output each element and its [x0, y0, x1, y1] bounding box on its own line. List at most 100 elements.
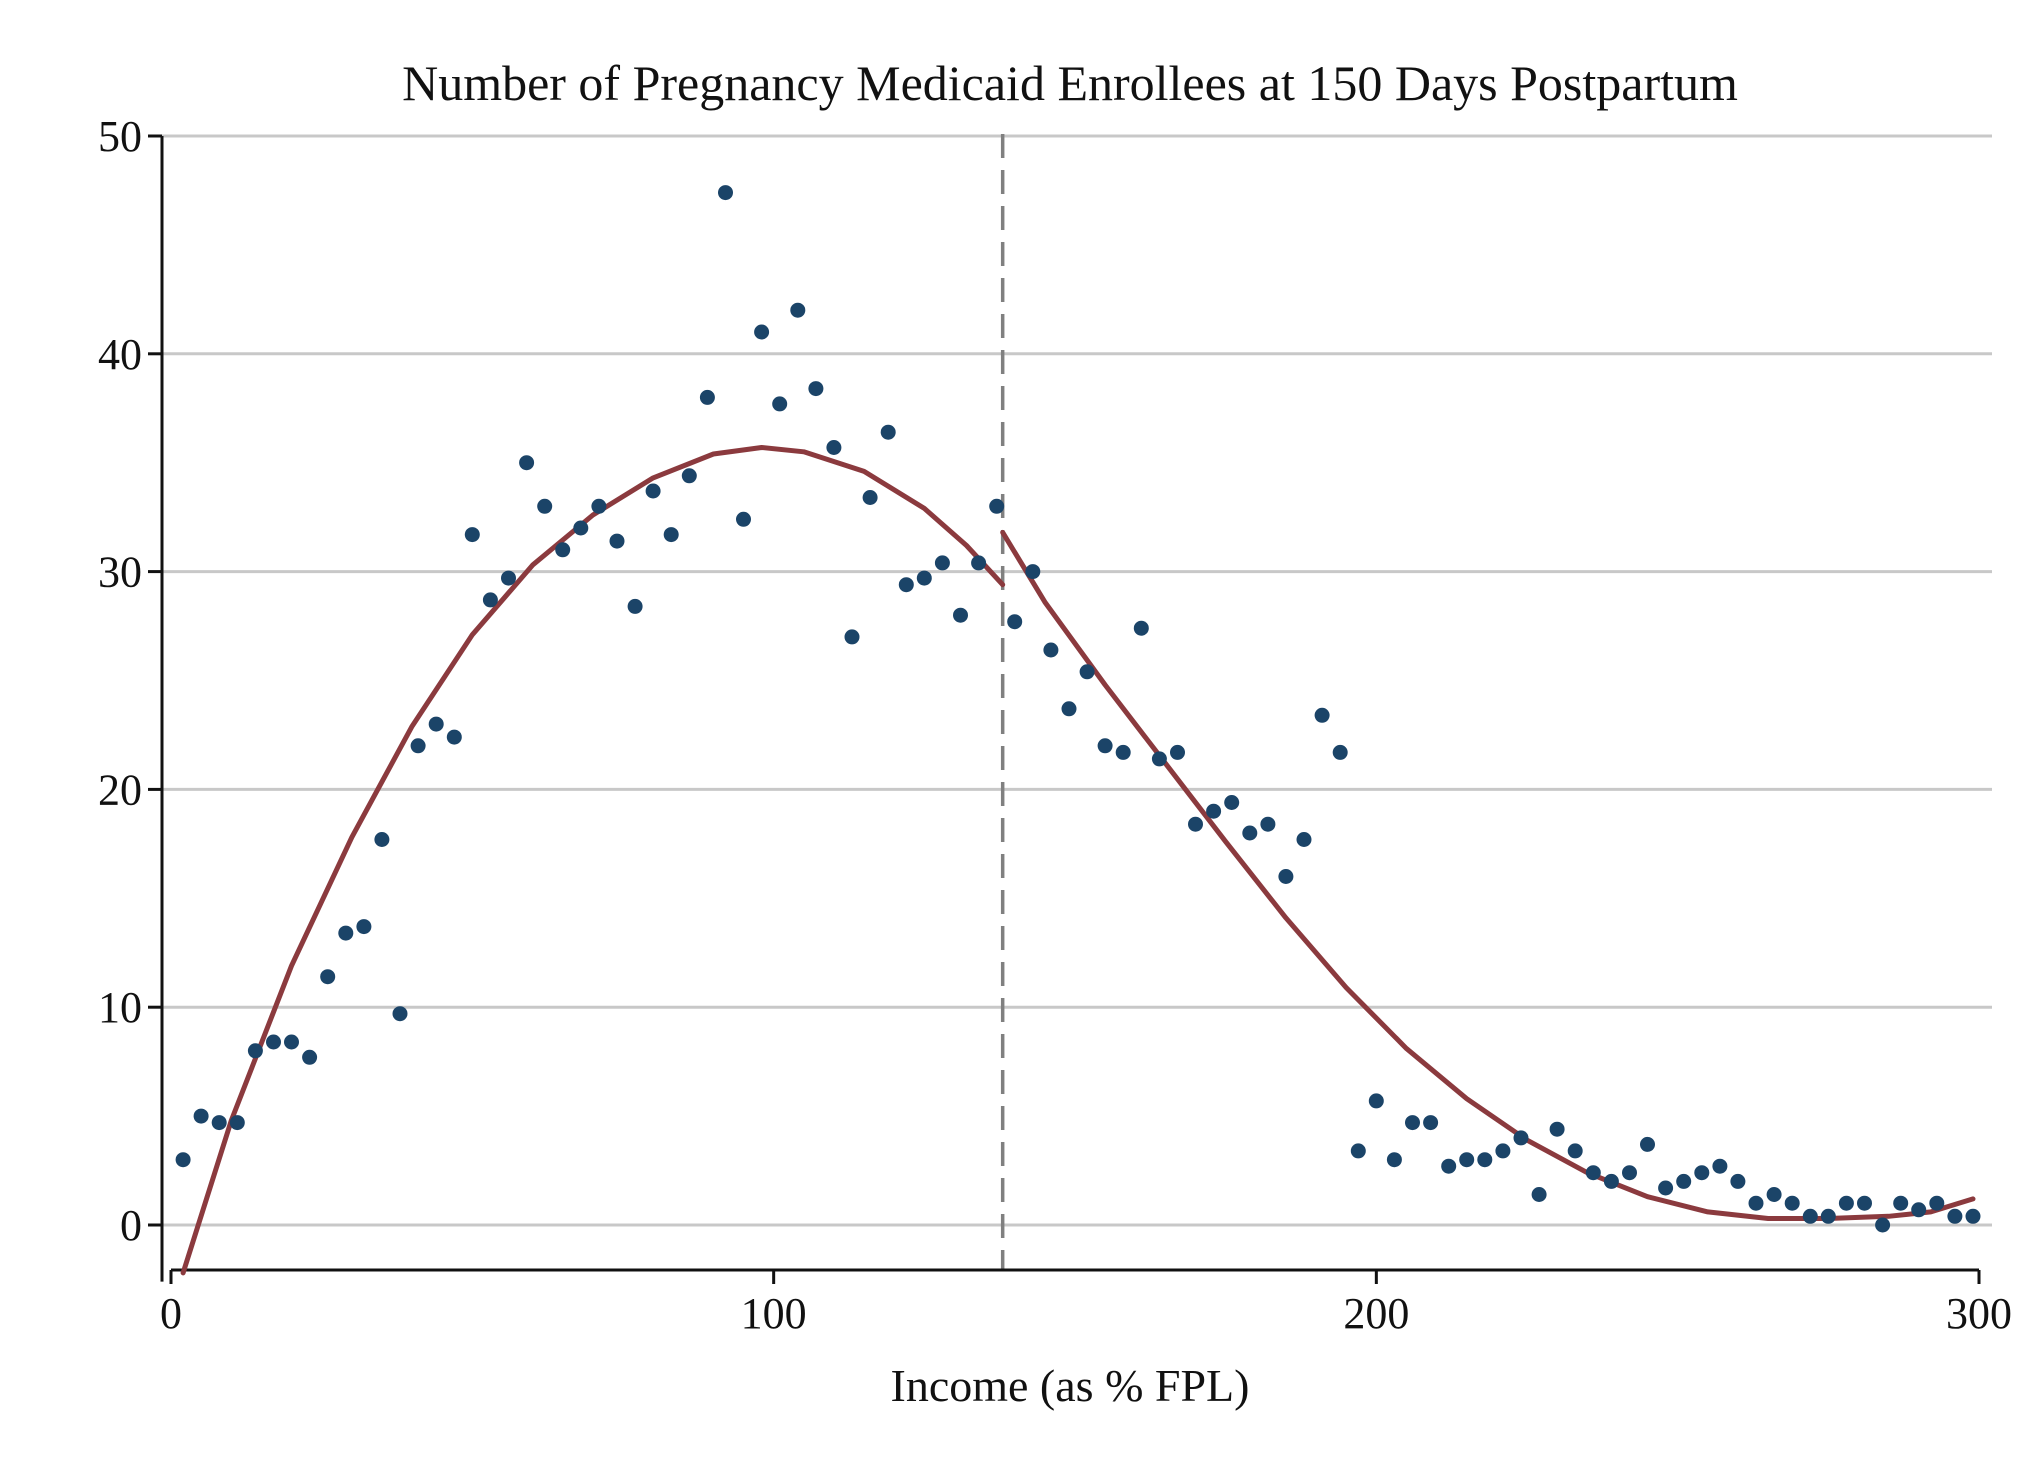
data-point	[862, 490, 878, 505]
data-point	[266, 1034, 281, 1050]
data-point	[627, 598, 643, 614]
data-point	[826, 440, 842, 455]
x-tick-label: 100	[741, 1289, 807, 1338]
data-point	[392, 1006, 408, 1022]
data-point	[1712, 1158, 1728, 1174]
data-point	[591, 498, 607, 514]
data-point	[1025, 564, 1041, 580]
data-point	[1206, 803, 1222, 819]
data-point	[1748, 1195, 1764, 1211]
data-point	[573, 520, 589, 536]
data-point	[482, 592, 498, 608]
axes: 0 10 20 30 40 50 0 100 200 300	[98, 112, 2012, 1338]
data-point	[374, 832, 390, 847]
data-point	[1278, 869, 1294, 884]
data-point	[1640, 1136, 1655, 1152]
x-tick-label: 0	[160, 1289, 182, 1338]
y-tick-label: 10	[98, 983, 142, 1032]
x-tick-label: 200	[1343, 1289, 1409, 1338]
data-point	[1802, 1208, 1818, 1224]
data-point	[1567, 1143, 1583, 1159]
data-point	[284, 1034, 299, 1050]
data-point	[1423, 1115, 1439, 1131]
data-point	[989, 498, 1005, 514]
data-point	[1784, 1195, 1800, 1211]
data-point	[1495, 1143, 1511, 1159]
data-point	[1585, 1165, 1601, 1181]
data-point	[718, 185, 733, 201]
data-point	[464, 527, 480, 543]
data-point	[1513, 1130, 1529, 1146]
data-point	[1965, 1208, 1981, 1224]
data-point	[1007, 614, 1023, 630]
data-point	[880, 424, 896, 440]
data-point	[934, 555, 950, 571]
data-point	[1857, 1195, 1872, 1211]
data-point	[1151, 751, 1167, 767]
data-point	[1694, 1165, 1710, 1181]
data-point	[1043, 642, 1059, 658]
data-point	[1188, 816, 1203, 832]
data-point	[1766, 1187, 1782, 1202]
data-point	[736, 511, 751, 527]
data-point	[1658, 1180, 1674, 1196]
gridlines	[162, 134, 1992, 1227]
data-point	[1549, 1121, 1565, 1137]
data-point	[446, 729, 462, 745]
data-point	[1097, 738, 1113, 754]
data-point	[772, 396, 788, 412]
data-point	[229, 1115, 245, 1131]
data-point	[1603, 1173, 1619, 1189]
data-point	[699, 389, 715, 405]
data-point	[1133, 620, 1149, 636]
data-point	[1441, 1158, 1457, 1174]
data-point	[1314, 707, 1330, 723]
data-point	[1929, 1195, 1945, 1211]
data-point	[1820, 1208, 1836, 1224]
data-point	[1838, 1195, 1854, 1211]
data-point	[1061, 701, 1077, 717]
data-point	[519, 455, 535, 471]
data-point	[1531, 1187, 1547, 1202]
data-point	[1386, 1152, 1402, 1168]
data-point	[175, 1152, 191, 1168]
data-point	[1459, 1152, 1475, 1168]
data-point	[1115, 744, 1131, 760]
data-point	[1224, 795, 1240, 810]
data-point	[844, 629, 860, 645]
data-point	[1477, 1152, 1493, 1168]
data-point	[1893, 1195, 1909, 1211]
data-point	[320, 969, 336, 985]
y-tick-label: 30	[98, 548, 142, 597]
data-point	[1947, 1208, 1963, 1224]
data-point	[1911, 1202, 1927, 1218]
fit-line-right	[1000, 529, 1976, 1221]
x-axis-label: Income (as % FPL)	[891, 1360, 1250, 1411]
data-point	[808, 381, 824, 397]
data-point	[1676, 1173, 1692, 1189]
data-point	[1730, 1173, 1746, 1189]
data-point	[537, 498, 553, 514]
data-point	[681, 468, 697, 484]
data-point	[1875, 1217, 1891, 1233]
fit-lines	[180, 445, 1976, 1276]
y-tick-label: 50	[98, 112, 142, 161]
data-point	[663, 527, 679, 543]
data-point	[211, 1115, 227, 1131]
data-point	[916, 570, 932, 586]
data-point	[754, 324, 770, 340]
data-point	[645, 483, 661, 499]
data-point	[247, 1043, 263, 1059]
data-point	[1260, 816, 1276, 832]
data-point	[1405, 1115, 1420, 1131]
data-point	[1332, 744, 1348, 760]
data-point	[410, 738, 426, 754]
data-point	[302, 1049, 318, 1065]
data-point	[501, 570, 516, 586]
data-point	[1079, 664, 1095, 680]
data-point	[193, 1108, 209, 1124]
data-point	[1296, 832, 1312, 847]
data-point	[1170, 744, 1185, 760]
